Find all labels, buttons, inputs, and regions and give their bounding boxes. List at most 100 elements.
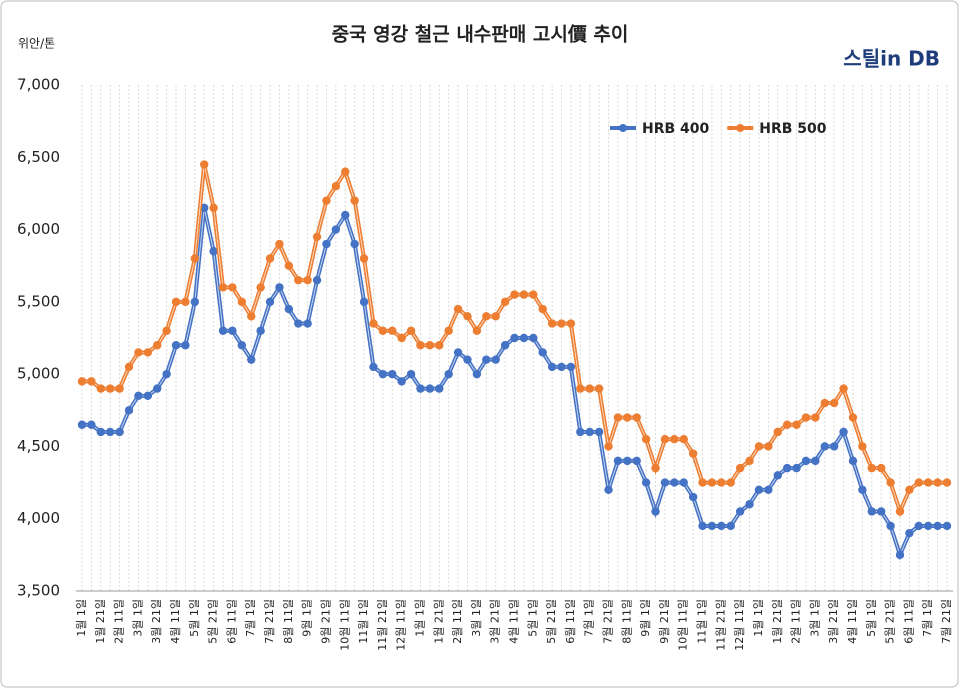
data-point xyxy=(773,471,782,480)
data-point xyxy=(284,261,294,270)
x-tick-label: 10월 11일 xyxy=(676,599,690,651)
data-point xyxy=(124,362,134,372)
data-point xyxy=(294,319,303,328)
data-point xyxy=(670,478,679,487)
data-point xyxy=(463,312,472,321)
data-point xyxy=(190,254,200,263)
data-point xyxy=(87,420,96,429)
x-tick-label: 12월 11일 xyxy=(394,599,408,651)
data-point xyxy=(115,384,124,393)
data-point xyxy=(585,427,594,437)
data-point xyxy=(604,442,613,451)
data-point xyxy=(190,297,200,307)
data-point xyxy=(312,232,322,241)
data-point xyxy=(171,297,181,307)
data-point xyxy=(782,420,792,429)
data-point xyxy=(425,384,435,393)
data-point xyxy=(923,521,933,531)
data-point xyxy=(294,275,303,285)
data-point xyxy=(369,362,378,372)
data-point xyxy=(218,283,228,292)
data-point xyxy=(820,398,829,408)
data-point xyxy=(623,413,632,422)
x-tick-label: 2월 11일 xyxy=(450,599,464,644)
data-point xyxy=(322,239,331,249)
data-point xyxy=(726,521,735,531)
data-point xyxy=(698,478,707,487)
data-point xyxy=(284,304,294,314)
data-point xyxy=(745,500,754,509)
data-point xyxy=(350,239,359,249)
data-point xyxy=(651,507,660,516)
data-point xyxy=(942,478,952,487)
x-tick-label: 7월 1일 xyxy=(920,599,934,637)
data-point xyxy=(388,326,397,335)
data-point xyxy=(510,290,519,299)
data-point xyxy=(153,384,162,393)
x-tick-label: 5월 21일 xyxy=(544,599,558,644)
x-tick-label: 11월 21일 xyxy=(375,599,389,651)
data-point xyxy=(200,203,209,213)
x-tick-label: 9월 21일 xyxy=(657,599,671,644)
data-point xyxy=(331,225,341,234)
data-point xyxy=(265,254,275,263)
data-point xyxy=(754,485,764,494)
data-point xyxy=(660,435,670,444)
data-point xyxy=(397,377,406,386)
data-point xyxy=(341,210,350,220)
data-point xyxy=(585,384,594,393)
legend-label: HRB 500 xyxy=(759,121,827,137)
data-point xyxy=(200,160,209,169)
data-point xyxy=(247,355,256,364)
x-tick-label: 1월 21일 xyxy=(93,599,107,644)
data-point xyxy=(670,435,679,444)
data-point xyxy=(519,290,529,299)
data-point xyxy=(905,528,914,538)
data-point xyxy=(416,384,425,393)
data-point xyxy=(735,507,745,516)
data-point xyxy=(566,362,576,372)
data-point xyxy=(106,427,115,437)
x-tick-label: 1월 21일 xyxy=(770,599,784,644)
data-point xyxy=(604,485,613,494)
data-point xyxy=(679,435,688,444)
x-tick-label: 5월 1일 xyxy=(187,599,201,637)
x-tick-label: 6월 11일 xyxy=(224,599,238,644)
x-tick-label: 7월 21일 xyxy=(601,599,615,644)
data-point xyxy=(811,413,820,422)
data-point xyxy=(594,427,604,437)
y-tick-label: 5,000 xyxy=(17,365,60,383)
x-tick-label: 7월 21일 xyxy=(939,599,953,644)
data-point xyxy=(538,304,547,314)
data-point xyxy=(181,341,190,350)
legend-marker xyxy=(736,124,745,132)
x-tick-label: 9월 21일 xyxy=(318,599,332,644)
data-point xyxy=(566,319,576,328)
data-point xyxy=(275,283,284,292)
x-tick-label: 3월 1일 xyxy=(807,599,821,637)
y-tick-label: 6,000 xyxy=(17,220,60,238)
data-point xyxy=(162,369,171,379)
data-point xyxy=(378,326,388,335)
data-point xyxy=(632,456,641,466)
data-point xyxy=(77,420,87,429)
data-point xyxy=(858,442,867,451)
data-point xyxy=(876,507,886,516)
data-point xyxy=(359,254,369,263)
legend-marker xyxy=(619,124,627,132)
data-point xyxy=(773,427,782,437)
data-point xyxy=(557,319,566,328)
data-point xyxy=(876,463,886,473)
data-point xyxy=(858,485,867,494)
data-point xyxy=(397,333,406,343)
data-point xyxy=(557,362,566,372)
data-point xyxy=(350,196,359,205)
data-point xyxy=(237,297,247,307)
x-tick-label: 4월 11일 xyxy=(168,599,182,644)
y-tick-label: 5,500 xyxy=(17,292,60,310)
data-point xyxy=(331,182,341,191)
data-point xyxy=(228,283,237,292)
x-tick-label: 11월 21일 xyxy=(713,599,727,651)
